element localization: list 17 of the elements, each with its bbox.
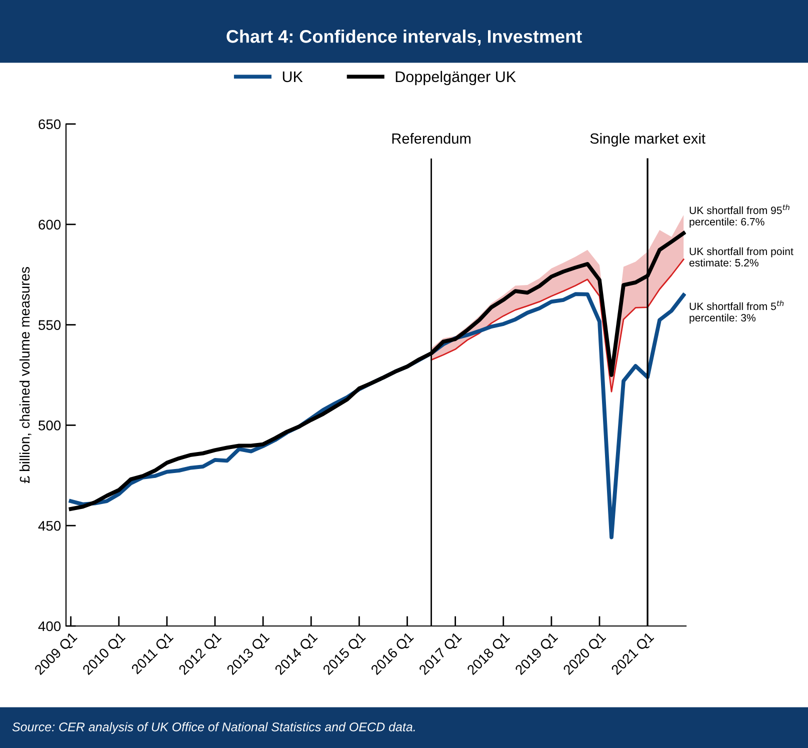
chart-title: Chart 4: Confidence intervals, Investment — [226, 30, 582, 46]
y-tick-label: 500 — [38, 420, 61, 430]
source-note: Source: CER analysis of UK Office of National Statistics and OECD data. — [12, 722, 415, 734]
legend-label: Doppelgänger UK — [396, 70, 516, 86]
y-tick-label: 650 — [38, 119, 61, 130]
annotation: Referendum — [392, 132, 470, 144]
y-tick-label: 400 — [38, 621, 61, 632]
y-tick-label: 600 — [38, 220, 61, 230]
text: UK shortfall from point estimate: 5.2% — [689, 247, 794, 267]
ref-line-label: Single market exit — [590, 132, 706, 147]
line-series — [430, 258, 684, 392]
y-tick-label: 450 — [38, 520, 61, 531]
text: UK shortfall from 5$^{th}$ percentile: 3% — [690, 300, 784, 324]
text: UK shortfall from 95$^{th}$ percentile: 6.7% — [690, 204, 790, 228]
legend-label: UK — [282, 71, 303, 82]
y-tick-label: 550 — [38, 320, 61, 330]
y-axis-title: £ billion, chained volume measures — [19, 267, 32, 484]
